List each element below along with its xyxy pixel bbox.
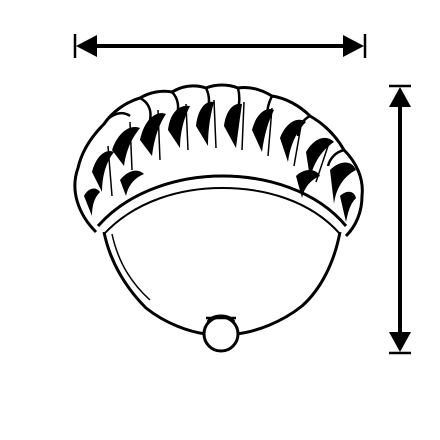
ceiling-light-fixture — [73, 83, 364, 353]
leaf-detailing — [84, 101, 356, 222]
height-arrow-bottom-head — [389, 332, 411, 352]
finial-collar — [206, 314, 236, 323]
finial-knob — [202, 314, 240, 353]
glass-bowl-inner-highlight — [111, 233, 151, 301]
height-arrow-top-head — [389, 87, 411, 107]
height-arrow — [389, 84, 411, 355]
width-arrow — [73, 34, 367, 58]
width-arrow-right-head — [343, 35, 364, 57]
leaf-veins — [107, 99, 331, 197]
canopy-inner-band-lower — [103, 186, 341, 235]
width-arrow-left-head — [76, 35, 97, 57]
canopy-inner-band — [96, 174, 348, 227]
glass-bowl — [102, 231, 342, 336]
ornate-canopy-outline — [73, 83, 364, 238]
